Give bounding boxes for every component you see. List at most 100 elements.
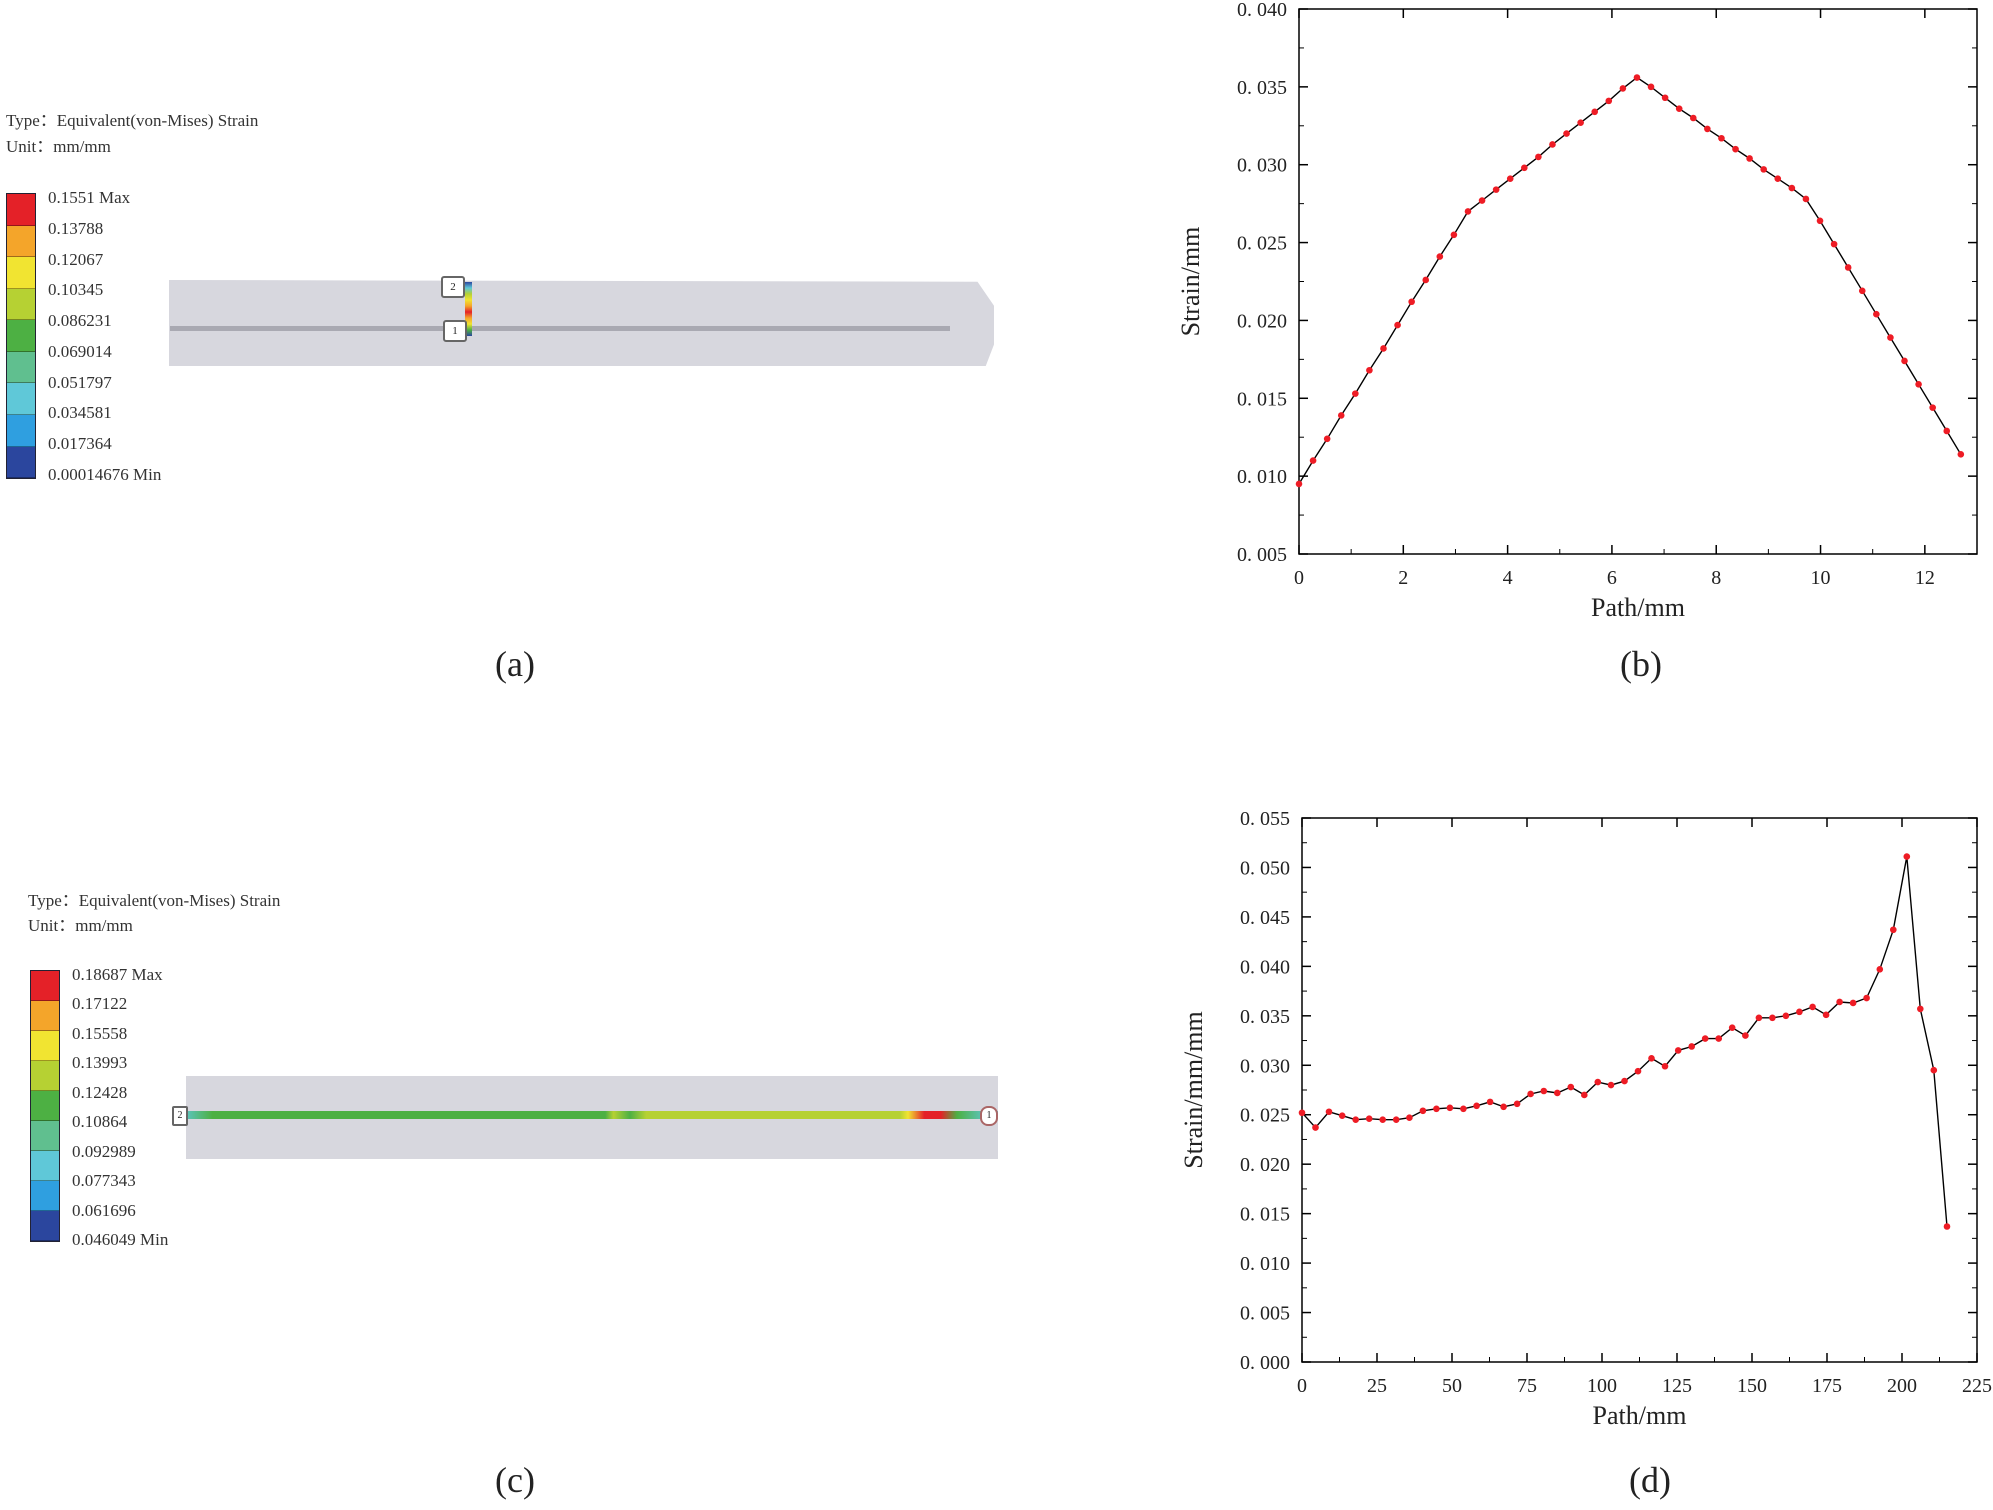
- data-point: [1943, 1223, 1951, 1230]
- legend-color-band: [31, 1061, 59, 1091]
- data-point: [1433, 1105, 1440, 1113]
- data-point: [1577, 119, 1584, 126]
- y-tick-label: 0. 040: [1237, 0, 1287, 21]
- data-point: [1352, 390, 1359, 397]
- legend-value-label: 0.15558: [72, 1023, 128, 1043]
- data-point: [1675, 105, 1683, 112]
- data-point: [1380, 345, 1387, 352]
- data-point: [1648, 1055, 1655, 1062]
- x-axis-label: Path/mm: [1593, 1401, 1687, 1430]
- probe-marker-2: 2: [441, 276, 465, 298]
- x-tick-label: 50: [1442, 1375, 1462, 1397]
- crack-path-line: [170, 326, 950, 331]
- legend-color-band: [7, 320, 35, 352]
- legend-value-label: 0.10345: [48, 280, 104, 300]
- data-point: [1365, 1115, 1373, 1122]
- data-point: [1312, 1124, 1319, 1131]
- y-tick-label: 0. 045: [1240, 907, 1290, 929]
- data-point: [1473, 1102, 1480, 1110]
- legend-color-band: [7, 414, 35, 447]
- data-point: [1535, 153, 1542, 161]
- data-point: [1674, 1047, 1682, 1054]
- legend-value-label: 0.18687 Max: [72, 965, 163, 984]
- data-point: [1802, 195, 1810, 203]
- y-tick-label: 0. 020: [1240, 1154, 1290, 1176]
- probe-marker-1: 1: [980, 1106, 998, 1126]
- data-point: [1594, 1078, 1602, 1086]
- data-point: [1661, 94, 1669, 102]
- chart-d: 0. 000 0. 005 0. 010 0. 015 0. 020 0. 025 0. 0…: [1179, 808, 1992, 1430]
- legend-color-band: [7, 383, 35, 415]
- data-point: [1809, 1003, 1816, 1011]
- legend-color-band: [7, 351, 35, 384]
- legend-color-band: [31, 1031, 59, 1061]
- data-point: [1450, 231, 1458, 239]
- plot-frame: [1301, 817, 1978, 1363]
- data-point: [1915, 380, 1922, 388]
- data-point: [1619, 85, 1627, 92]
- data-point: [1836, 998, 1843, 1006]
- data-point: [1460, 1105, 1467, 1113]
- data-point: [1337, 412, 1345, 419]
- x-tick-label: 125: [1662, 1375, 1692, 1397]
- beam-model: [169, 280, 994, 366]
- legend-color-band: [31, 1151, 59, 1181]
- chart-b: 0. 005 0. 010 0. 015 0. 020 0. 025 0. 030 0. 0…: [1176, 0, 1978, 622]
- data-point: [1830, 240, 1838, 248]
- y-tick-label: 0. 055: [1240, 808, 1290, 830]
- data-point: [1917, 1005, 1924, 1013]
- legend-value-label: 0.17122: [72, 994, 128, 1014]
- legend-color-band: [31, 1121, 59, 1151]
- legend-color-band: [7, 225, 35, 258]
- x-tick-label: 150: [1737, 1375, 1767, 1397]
- y-tick-label: 0. 025: [1237, 233, 1287, 255]
- data-point: [1782, 1012, 1790, 1020]
- y-tick-label: 0. 035: [1240, 1006, 1290, 1028]
- legend-value-label: 0.077343: [72, 1171, 136, 1191]
- legend-value-label: 0.017364: [48, 434, 112, 454]
- data-point: [1873, 310, 1880, 318]
- y-tick-label: 0. 030: [1237, 155, 1287, 177]
- data-point: [1527, 1090, 1534, 1098]
- data-point: [1755, 1014, 1763, 1022]
- x-tick-label: 75: [1517, 1375, 1537, 1397]
- data-point: [1392, 1116, 1400, 1123]
- color-legend-bar: [6, 193, 36, 479]
- legend-value-label: 0.086231: [48, 311, 112, 331]
- x-tick-label: 0: [1294, 567, 1304, 589]
- data-point: [1863, 994, 1870, 1002]
- legend-value-label: 0.069014: [48, 341, 112, 361]
- legend-color-band: [31, 1181, 59, 1211]
- legend-value-label: 0.046049 Min: [72, 1230, 169, 1249]
- data-point: [1464, 208, 1472, 215]
- legend-value-label: 0.13788: [48, 218, 104, 238]
- x-tick-label: 8: [1711, 567, 1721, 589]
- data-point: [1788, 184, 1796, 192]
- legend-value-label: 0.092989: [72, 1141, 136, 1161]
- data-point: [1295, 480, 1303, 488]
- data-point: [1796, 1008, 1803, 1016]
- data-point: [1732, 145, 1739, 153]
- data-point: [1887, 334, 1894, 341]
- y-tick-label: 0. 005: [1240, 1303, 1290, 1325]
- data-point: [1406, 1114, 1413, 1121]
- probe-marker-1: 1: [443, 320, 467, 342]
- y-tick-label: 0. 005: [1237, 544, 1287, 566]
- legend-value-label: 0.12428: [72, 1082, 128, 1102]
- data-point: [1486, 1098, 1494, 1106]
- x-tick-label: 175: [1812, 1375, 1842, 1397]
- data-point: [1901, 357, 1908, 365]
- panel-label-b: (b): [1620, 644, 1662, 684]
- data-point: [1634, 1067, 1642, 1075]
- data-point: [1647, 83, 1655, 91]
- result-type-label: Type：Equivalent(von-Mises) Strain: [28, 891, 281, 910]
- data-point: [1816, 217, 1824, 225]
- data-point: [1436, 253, 1444, 260]
- data-point: [1661, 1062, 1669, 1070]
- x-tick-label: 25: [1367, 1375, 1387, 1397]
- legend-value-label: 0.1551 Max: [48, 188, 131, 207]
- data-point: [1718, 134, 1725, 142]
- data-point: [1325, 1108, 1333, 1116]
- result-type-label: Type：Equivalent(von-Mises) Strain: [6, 111, 259, 130]
